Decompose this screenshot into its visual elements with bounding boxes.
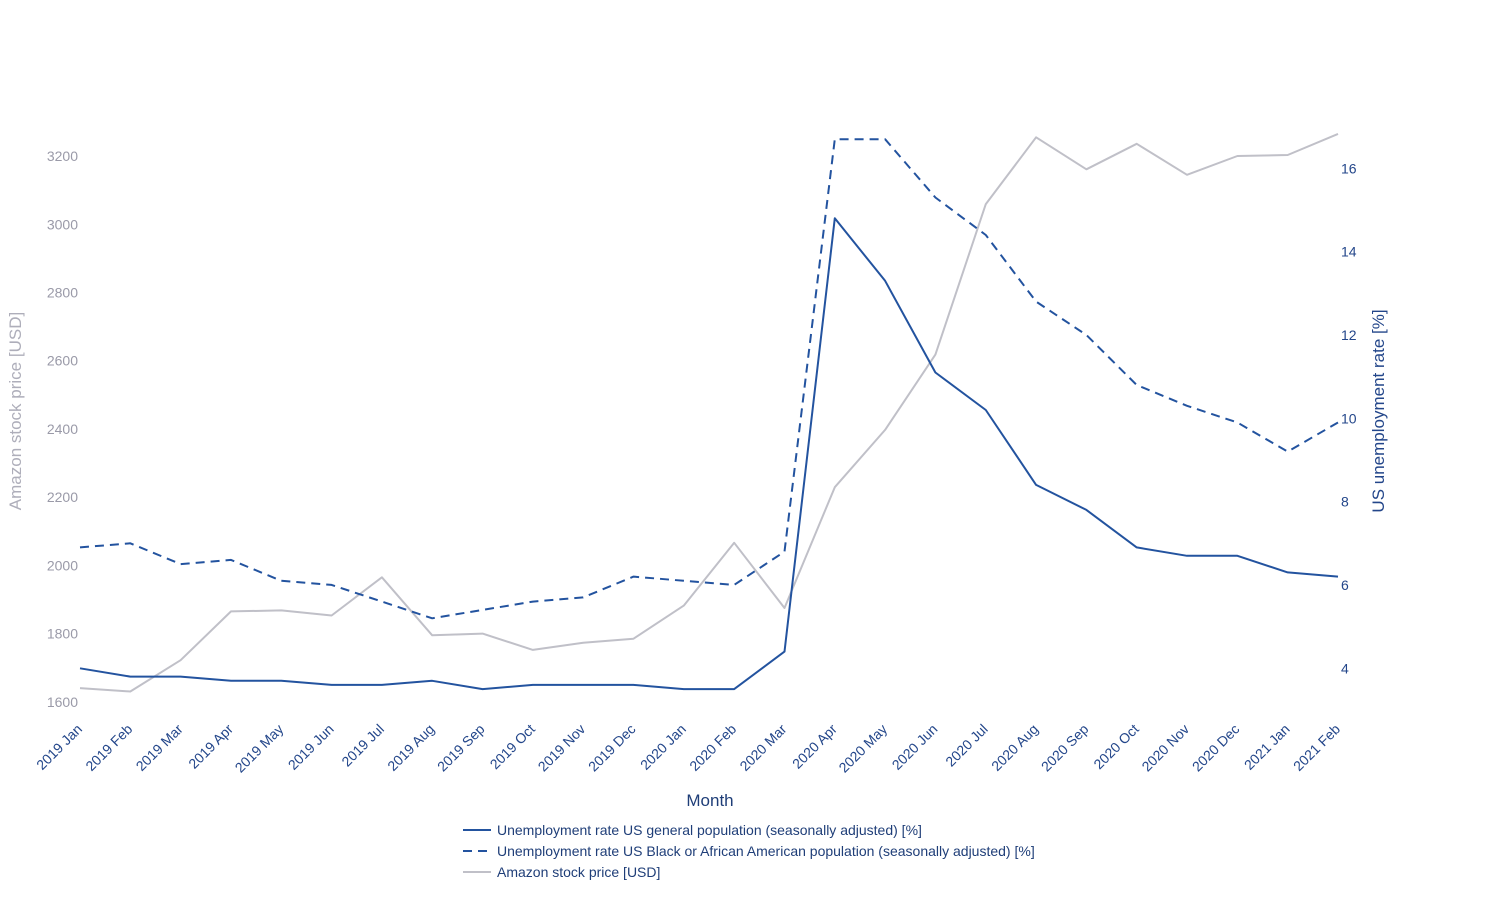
x-tick-label: 2020 Sep	[1038, 721, 1092, 775]
left-tick-label: 1600	[47, 694, 78, 710]
x-tick-label: 2020 Apr	[789, 721, 840, 772]
left-tick-label: 3200	[47, 148, 78, 164]
right-axis-ticks: 4 6 8 10 12 14 16	[1341, 160, 1357, 676]
right-tick-label: 4	[1341, 660, 1349, 676]
x-axis-title: Month	[686, 791, 733, 810]
x-tick-label: 2020 Aug	[988, 721, 1041, 774]
x-tick-label: 2019 Jul	[338, 721, 387, 770]
legend-item-black[interactable]: Unemployment rate US Black or African Am…	[463, 843, 1035, 859]
x-tick-label: 2019 Sep	[434, 721, 488, 775]
x-tick-label: 2020 Jul	[942, 721, 991, 770]
left-axis-title: Amazon stock price [USD]	[6, 312, 25, 510]
legend-item-amazon[interactable]: Amazon stock price [USD]	[463, 864, 660, 880]
x-tick-label: 2019 Mar	[133, 721, 186, 774]
x-tick-label: 2019 Aug	[384, 721, 437, 774]
x-tick-label: 2019 Jun	[285, 721, 337, 773]
x-tick-label: 2020 Jun	[889, 721, 941, 773]
legend: Unemployment rate US general population …	[463, 822, 1035, 880]
x-tick-label: 2019 Apr	[185, 721, 236, 772]
x-tick-label: 2019 Nov	[535, 721, 589, 775]
legend-label-amazon: Amazon stock price [USD]	[497, 864, 660, 880]
left-tick-label: 2600	[47, 353, 78, 369]
left-tick-label: 1800	[47, 626, 78, 642]
legend-item-general[interactable]: Unemployment rate US general population …	[463, 822, 922, 838]
left-tick-label: 2400	[47, 421, 78, 437]
right-tick-label: 16	[1341, 160, 1357, 176]
x-tick-label: 2020 Mar	[736, 721, 789, 774]
x-tick-label: 2021 Jan	[1241, 721, 1293, 773]
x-tick-label: 2020 Jan	[637, 721, 689, 773]
right-tick-label: 14	[1341, 244, 1357, 260]
series-lines	[79, 132, 1339, 693]
right-tick-label: 10	[1341, 410, 1357, 426]
series-line-black-unemployment	[79, 138, 1339, 620]
left-tick-label: 2800	[47, 284, 78, 300]
left-tick-label: 2000	[47, 557, 78, 573]
x-tick-label: 2021 Feb	[1290, 721, 1343, 774]
x-tick-label: 2019 Jan	[33, 721, 85, 773]
right-tick-label: 6	[1341, 577, 1349, 593]
x-tick-label: 2020 Feb	[686, 721, 739, 774]
x-tick-label: 2019 Dec	[585, 721, 639, 775]
x-tick-label: 2020 Dec	[1189, 721, 1243, 775]
x-tick-label: 2019 Oct	[487, 721, 539, 773]
x-tick-label: 2020 Nov	[1138, 721, 1192, 775]
x-tick-label: 2019 Feb	[82, 721, 135, 774]
left-axis-ticks: 1600 1800 2000 2200 2400 2600 2800 3000 3200	[47, 148, 78, 710]
x-tick-label: 2019 May	[232, 721, 287, 776]
right-tick-label: 12	[1341, 327, 1357, 343]
series-line-general-unemployment	[79, 217, 1339, 691]
x-tick-label: 2020 Oct	[1090, 721, 1142, 773]
legend-label-black: Unemployment rate US Black or African Am…	[497, 843, 1035, 859]
left-tick-label: 2200	[47, 489, 78, 505]
left-tick-label: 3000	[47, 216, 78, 232]
series-line-amazon-price	[79, 132, 1339, 693]
right-tick-label: 8	[1341, 494, 1349, 510]
legend-label-general: Unemployment rate US general population …	[497, 822, 922, 838]
x-tick-label: 2020 May	[835, 721, 890, 776]
right-axis-title: US unemployment rate [%]	[1369, 309, 1388, 512]
